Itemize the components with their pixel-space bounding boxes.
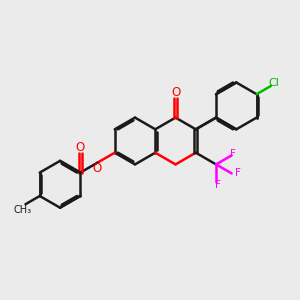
Text: O: O — [92, 161, 101, 175]
Text: CH₃: CH₃ — [14, 205, 32, 214]
Text: O: O — [76, 141, 85, 154]
Text: F: F — [230, 149, 236, 159]
Text: O: O — [171, 86, 180, 99]
Text: F: F — [235, 168, 241, 178]
Text: Cl: Cl — [268, 78, 279, 88]
Text: F: F — [214, 180, 220, 190]
